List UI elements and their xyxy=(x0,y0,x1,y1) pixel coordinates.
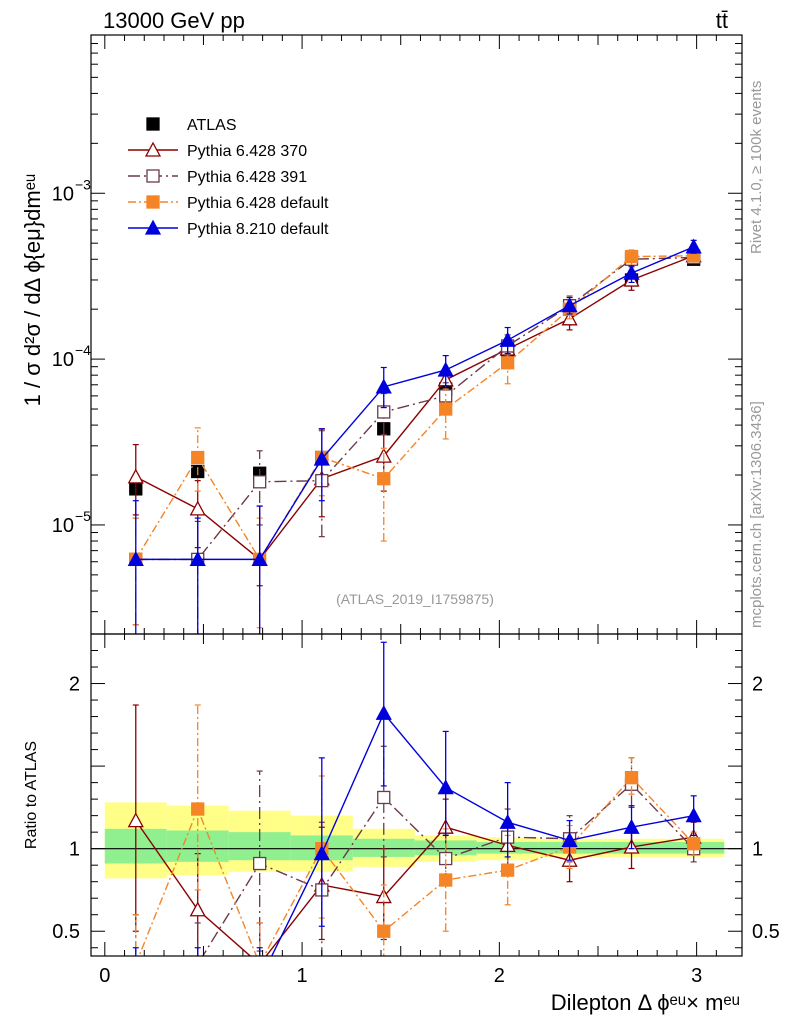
legend-entry-1: Pythia 6.428 370 xyxy=(128,141,307,160)
main-panel: 10−510−410−3 (ATLAS_2019_I1759875) 1 / σ… xyxy=(20,34,743,635)
legend-entry-2: Pythia 6.428 391 xyxy=(128,169,307,186)
main-point-3-6 xyxy=(500,356,515,370)
main-ticks: 10−510−410−3 xyxy=(52,35,742,634)
main-point-3-1 xyxy=(191,450,205,465)
ratio-ytick-label-right-2: 2 xyxy=(752,674,763,696)
ratio-point-1-2 xyxy=(253,856,267,871)
ratio-point-3-3 xyxy=(313,845,330,861)
main-marks xyxy=(127,238,702,634)
legend-marker-2 xyxy=(146,169,160,183)
main-line-4 xyxy=(135,246,694,561)
ratio-line-1 xyxy=(201,783,695,956)
ratio-line-0 xyxy=(135,820,694,956)
ratio-point-1-4 xyxy=(377,790,391,805)
ratio-panel: 0.5 0.5 1 1 2 2 0 1 2 3 Ratio to ATLAS Dilepton Δ… xyxy=(23,633,780,1015)
xtick-label-1: 1 xyxy=(297,965,308,987)
xtick-label-2: 2 xyxy=(494,965,505,987)
ratio-point-3-8 xyxy=(623,818,640,834)
ratio-point-0-1 xyxy=(189,901,206,917)
main-ytick-exp-2: −3 xyxy=(75,176,91,192)
ratio-line-2 xyxy=(138,776,695,956)
main-point-4-6 xyxy=(499,331,516,347)
mcplots-label: mcplots.cern.ch [arXiv:1306.3436] xyxy=(748,401,765,628)
ratio-point-2-6 xyxy=(500,863,515,877)
main-line-2 xyxy=(135,256,694,561)
legend-label-4: Pythia 8.210 default xyxy=(187,221,329,238)
ratio-series-3 xyxy=(132,641,702,956)
ratio-point-2-8 xyxy=(624,771,639,785)
ratio-point-3-9 xyxy=(685,807,702,823)
ratio-marks xyxy=(127,641,702,956)
ratio-ticks: 0.5 0.5 1 1 2 2 0 1 2 3 xyxy=(52,634,780,987)
ratio-line-3 xyxy=(270,711,694,956)
main-point-4-4 xyxy=(375,378,392,394)
main-point-1-0 xyxy=(127,468,144,484)
ratio-frame xyxy=(90,633,743,957)
main-line-3 xyxy=(135,255,694,561)
ratio-point-2-1 xyxy=(191,802,205,816)
header-left: 13000 GeV pp xyxy=(103,8,245,33)
ratio-ytick-label-left-1: 1 xyxy=(69,839,80,861)
ratio-point-3-6 xyxy=(499,813,516,829)
main-point-3-8 xyxy=(624,249,639,264)
main-point-4-9 xyxy=(685,238,702,254)
ratio-ylabel: Ratio to ATLAS xyxy=(23,741,40,849)
ratio-point-3-4 xyxy=(375,704,392,720)
watermark: (ATLAS_2019_I1759875) xyxy=(336,591,494,607)
ratio-point-2-9 xyxy=(687,837,701,851)
main-ytick-label-0: 10 xyxy=(52,515,74,537)
ratio-ytick-label-right-1: 1 xyxy=(752,839,763,861)
legend: ATLAS Pythia 6.428 370 Pythia 6.428 391 Pyt… xyxy=(128,117,329,238)
legend-label-3: Pythia 6.428 default xyxy=(187,195,329,212)
ratio-point-2-5 xyxy=(439,873,453,887)
main-series-4 xyxy=(127,238,702,634)
legend-label-2: Pythia 6.428 391 xyxy=(187,169,307,186)
legend-entry-0: ATLAS xyxy=(146,117,237,134)
legend-entry-3: Pythia 6.428 default xyxy=(128,195,329,212)
legend-marker-3 xyxy=(146,195,160,209)
rivet-label: Rivet 4.1.0, ≥ 100k events xyxy=(748,81,765,254)
legend-marker-0 xyxy=(146,117,160,131)
main-point-4-3 xyxy=(313,450,330,466)
main-ytick-label-1: 10 xyxy=(52,349,74,371)
xtick-label-3: 3 xyxy=(691,965,702,987)
ratio-point-3-5 xyxy=(437,779,454,795)
ratio-point-3-7 xyxy=(561,832,578,848)
main-point-3-4 xyxy=(377,472,391,486)
main-line-1 xyxy=(135,255,694,561)
ratio-ytick-label-right-0: 0.5 xyxy=(752,921,780,943)
legend-entry-4: Pythia 8.210 default xyxy=(128,219,329,238)
legend-marker-4 xyxy=(144,219,162,235)
x-axis-label: Dilepton Δ ϕᵉᵘ× mᵉᵘ xyxy=(551,990,740,1015)
legend-label-0: ATLAS xyxy=(187,117,237,134)
main-point-4-8 xyxy=(623,264,640,280)
main-point-4-1 xyxy=(189,551,206,567)
main-point-4-5 xyxy=(437,361,454,377)
header-right: tt̄ xyxy=(716,8,728,33)
main-point-4-7 xyxy=(561,297,578,313)
ratio-point-2-4 xyxy=(377,924,391,938)
main-point-1-1 xyxy=(189,500,206,516)
ratio-point-0-0 xyxy=(127,812,144,828)
main-ytick-exp-1: −4 xyxy=(75,342,91,358)
legend-label-1: Pythia 6.428 370 xyxy=(187,143,307,160)
main-ylabel: 1 / σ d²σ / dΔ ϕ{eμ}dmᵉᵘ xyxy=(20,174,45,407)
main-ytick-exp-0: −5 xyxy=(75,508,91,524)
ratio-ytick-label-left-2: 2 xyxy=(69,674,80,696)
main-point-2-2 xyxy=(253,475,267,489)
ratio-ytick-label-left-0: 0.5 xyxy=(52,921,80,943)
legend-marker-1 xyxy=(144,141,162,157)
main-ytick-label-2: 10 xyxy=(52,183,74,205)
main-point-3-5 xyxy=(439,402,453,416)
main-point-4-0 xyxy=(127,551,144,567)
main-point-4-2 xyxy=(251,551,268,567)
xtick-label-0: 0 xyxy=(99,965,110,987)
